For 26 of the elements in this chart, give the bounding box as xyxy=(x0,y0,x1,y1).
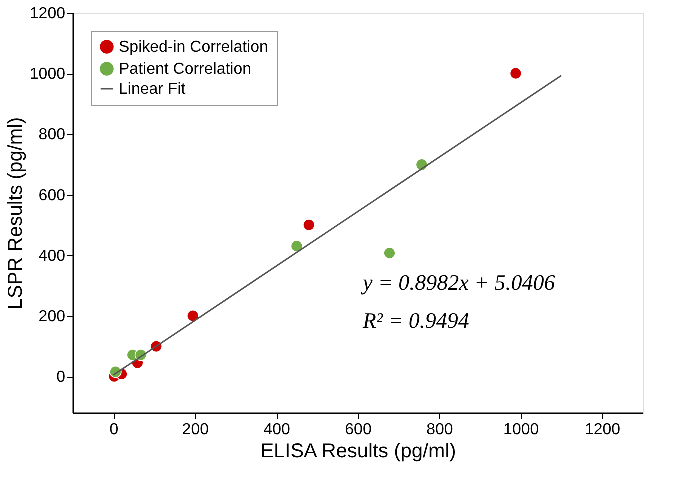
legend-label: Linear Fit xyxy=(119,81,186,98)
point xyxy=(290,240,304,252)
x-tick-label: 1200 xyxy=(584,422,621,438)
y-axis-title: LSPR Results (pg/ml) xyxy=(4,117,27,310)
x-tick-label: 600 xyxy=(345,422,372,438)
y-tick-label: 1000 xyxy=(30,66,66,84)
point xyxy=(187,310,200,322)
annotation: R² = 0.9494 xyxy=(362,308,470,333)
x-tick-label: 0 xyxy=(110,422,119,438)
x-tick-label: 800 xyxy=(426,422,454,438)
annotation: y = 0.8982x + 5.0406 xyxy=(361,270,556,295)
x-tick-label: 400 xyxy=(264,422,291,438)
point xyxy=(510,68,522,80)
x-axis-title: ELISA Results (pg/ml) xyxy=(260,440,456,462)
y-tick-label: 800 xyxy=(38,126,66,144)
x-tick-label: 1000 xyxy=(504,422,540,438)
point xyxy=(384,247,396,260)
y-tick-label: 0 xyxy=(56,369,66,386)
y-tick-label: 400 xyxy=(38,248,66,265)
y-tick-label: 600 xyxy=(38,187,66,204)
y-tick-label: 1200 xyxy=(30,6,66,22)
legend-label: Patient Correlation xyxy=(119,61,252,78)
x-tick-label: 200 xyxy=(182,422,210,438)
legend-label: Spiked-in Correlation xyxy=(119,39,268,56)
point xyxy=(303,219,316,232)
y-tick-label: 200 xyxy=(38,308,66,326)
